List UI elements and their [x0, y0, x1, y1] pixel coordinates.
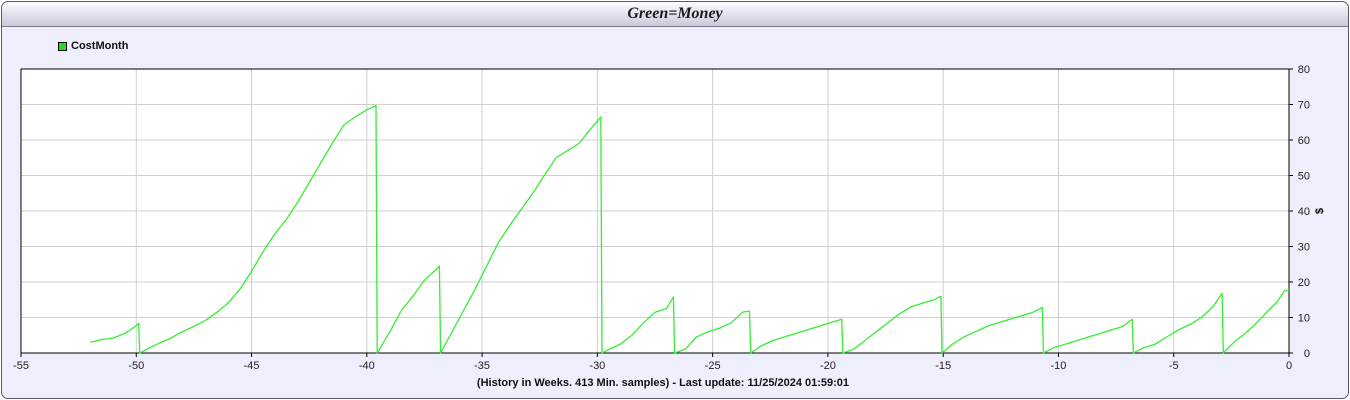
y-axis-label: $	[1314, 208, 1326, 214]
y-tick-label: 10	[1298, 313, 1310, 325]
x-tick-label: -15	[935, 360, 951, 372]
x-tick-label: 0	[1286, 360, 1292, 372]
x-tick-label: -35	[474, 360, 490, 372]
chart-title: Green=Money	[627, 5, 723, 22]
title-bar: Green=Money	[2, 2, 1348, 27]
y-tick-label: 30	[1298, 242, 1310, 254]
x-tick-label: -40	[359, 360, 375, 372]
y-tick-label: 20	[1298, 277, 1310, 289]
y-tick-label: 60	[1298, 135, 1310, 147]
legend-label: CostMonth	[71, 40, 129, 52]
chart-footer: (History in Weeks. 413 Min. samples) - L…	[476, 377, 850, 389]
legend-swatch	[58, 41, 67, 51]
y-tick-label: 40	[1298, 206, 1310, 218]
y-tick-label: 70	[1298, 100, 1310, 112]
x-tick-label: -10	[1051, 360, 1067, 372]
x-tick-label: -50	[128, 360, 144, 372]
series-line-costmonth	[90, 104, 1290, 354]
y-tick-label: 0	[1304, 348, 1310, 360]
y-tick-label: 50	[1298, 171, 1310, 183]
x-tick-label: -45	[244, 360, 260, 372]
x-tick-label: -25	[705, 360, 721, 372]
x-tick-label: -5	[1169, 360, 1179, 372]
x-tick-label: -30	[589, 360, 605, 372]
x-tick-label: -55	[13, 360, 29, 372]
y-tick-label: 80	[1298, 64, 1310, 76]
legend: CostMonth	[58, 39, 128, 53]
x-tick-label: -20	[820, 360, 836, 372]
